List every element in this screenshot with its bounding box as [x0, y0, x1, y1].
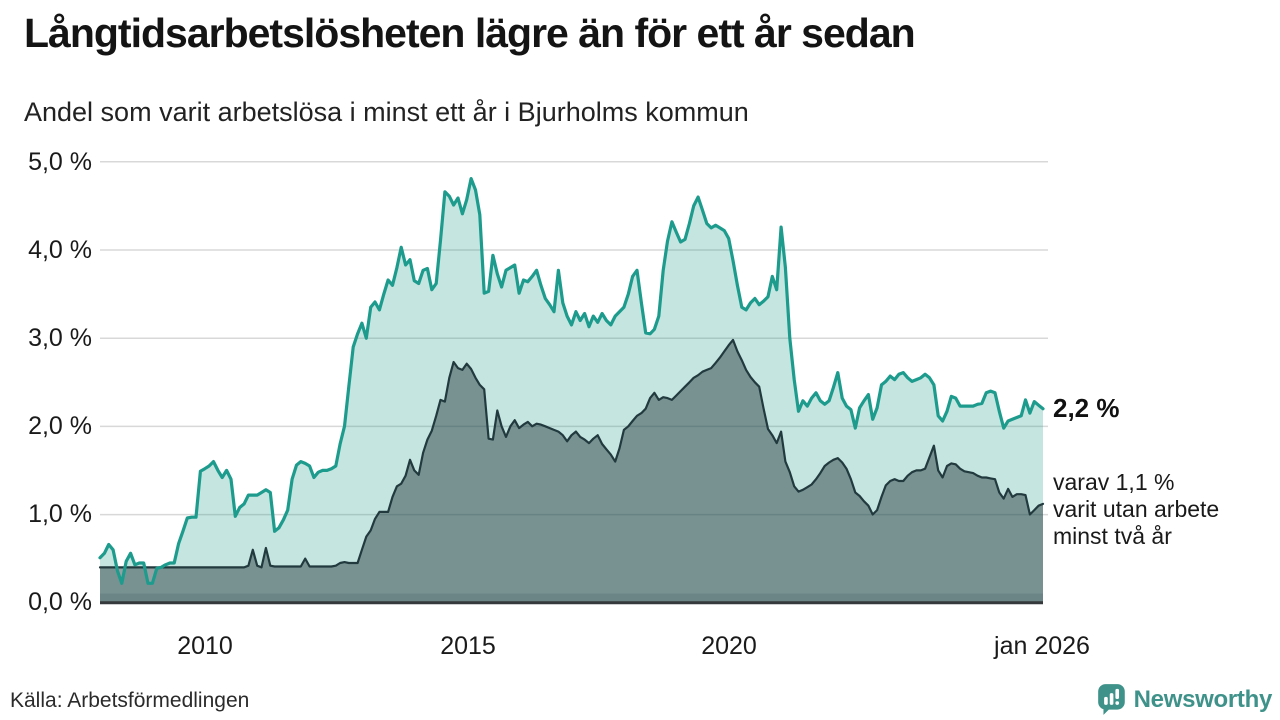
baseline-shade — [100, 593, 1043, 602]
series-area-min-two-years — [100, 339, 1043, 603]
y-axis-tick-label: 5,0 % — [28, 148, 92, 176]
end-sub-label: varav 1,1 % varit utan arbete minst två … — [1053, 469, 1219, 550]
x-axis-tick-label: 2015 — [440, 632, 496, 660]
x-axis-tick-label: 2010 — [177, 632, 233, 660]
y-axis-tick-label: 2,0 % — [28, 412, 92, 440]
y-axis-tick-label: 3,0 % — [28, 324, 92, 352]
series-line-min-one-year — [98, 177, 1045, 585]
logo-bar-tall — [1109, 693, 1114, 705]
y-axis-tick-label: 4,0 % — [28, 236, 92, 264]
newsworthy-wordmark: Newsworthy — [1133, 685, 1273, 713]
logo-bar-short — [1103, 696, 1108, 705]
end-sub-line: minst två år — [1053, 523, 1172, 549]
end-sub-line: varit utan arbete — [1053, 496, 1220, 522]
page-title: Långtidsarbetslösheten lägre än för ett … — [24, 10, 916, 56]
logo-exclamation-bar — [1115, 688, 1119, 699]
newsworthy-logo: Newsworthy — [1097, 683, 1272, 716]
logo-exclamation-dot — [1115, 701, 1119, 705]
series-line-min-two-years — [98, 338, 1045, 569]
end-sub-line: varav 1,1 % — [1053, 469, 1175, 495]
newsworthy-logo-icon — [1097, 684, 1125, 715]
x-axis-tick-label: jan 2026 — [994, 632, 1090, 660]
gridlines — [100, 161, 1048, 516]
series-area-min-one-year — [100, 178, 1043, 603]
source-note: Källa: Arbetsförmedlingen — [10, 689, 250, 712]
x-axis-tick-label: 2020 — [701, 632, 757, 660]
y-axis-tick-label: 1,0 % — [28, 500, 92, 528]
page-subtitle: Andel som varit arbetslösa i minst ett å… — [24, 97, 749, 127]
end-value-label: 2,2 % — [1053, 393, 1120, 423]
y-axis-tick-label: 0,0 % — [28, 588, 92, 616]
